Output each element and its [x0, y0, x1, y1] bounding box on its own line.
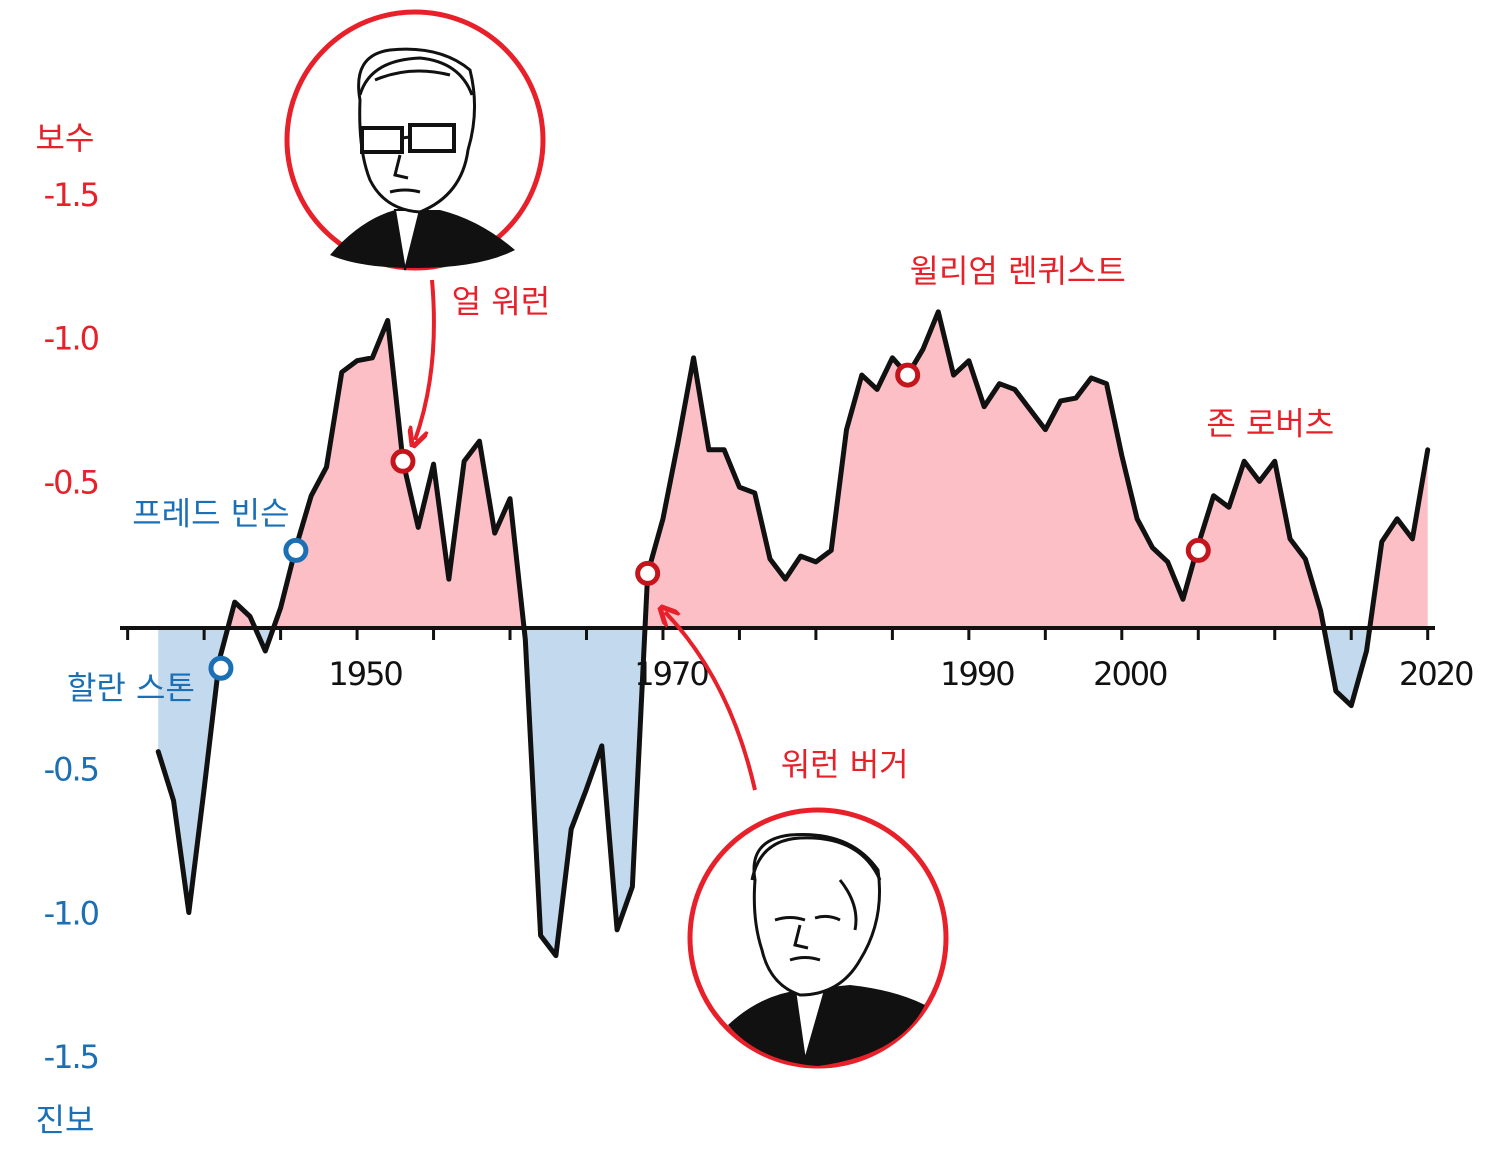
y-tick-label: -1.5 — [44, 176, 98, 214]
x-tick-label: 2020 — [1399, 655, 1473, 693]
annotation-point — [895, 362, 921, 388]
y-tick-label: -0.5 — [44, 463, 98, 501]
y-tick-label: -0.5 — [44, 751, 98, 789]
annotation-point — [390, 448, 416, 474]
x-tick-label: 1990 — [940, 655, 1014, 693]
portrait-warren — [284, 9, 546, 271]
annotation-label: 존 로버츠 — [1206, 404, 1334, 442]
arrow — [415, 279, 436, 440]
x-tick-label: 1970 — [634, 655, 708, 693]
annotation-point — [1185, 537, 1211, 563]
annotation-point — [208, 655, 234, 681]
annotation-label: 할란 스톤 — [67, 669, 195, 707]
annotation-label: 얼 워런 — [452, 282, 551, 320]
arrow — [665, 612, 757, 791]
annotation-point — [283, 537, 309, 563]
annotation-point — [635, 560, 661, 586]
x-tick-label: 2000 — [1093, 655, 1167, 693]
y-label-top: 보수 — [36, 119, 95, 157]
annotation-label: 윌리엄 렌퀴스트 — [910, 252, 1126, 290]
annotation-label: 워런 버거 — [781, 745, 909, 783]
y-tick-label: -1.5 — [44, 1038, 98, 1076]
annotation-label: 프레드 빈슨 — [132, 494, 289, 532]
y-tick-label: -1.0 — [44, 894, 99, 932]
line — [155, 309, 1431, 959]
y-label-bottom: 진보 — [36, 1101, 95, 1139]
y-tick-label: -1.0 — [44, 320, 99, 358]
x-tick-label: 1950 — [328, 655, 402, 693]
portrait-burger — [687, 807, 949, 1069]
positive-area — [158, 311, 1428, 628]
